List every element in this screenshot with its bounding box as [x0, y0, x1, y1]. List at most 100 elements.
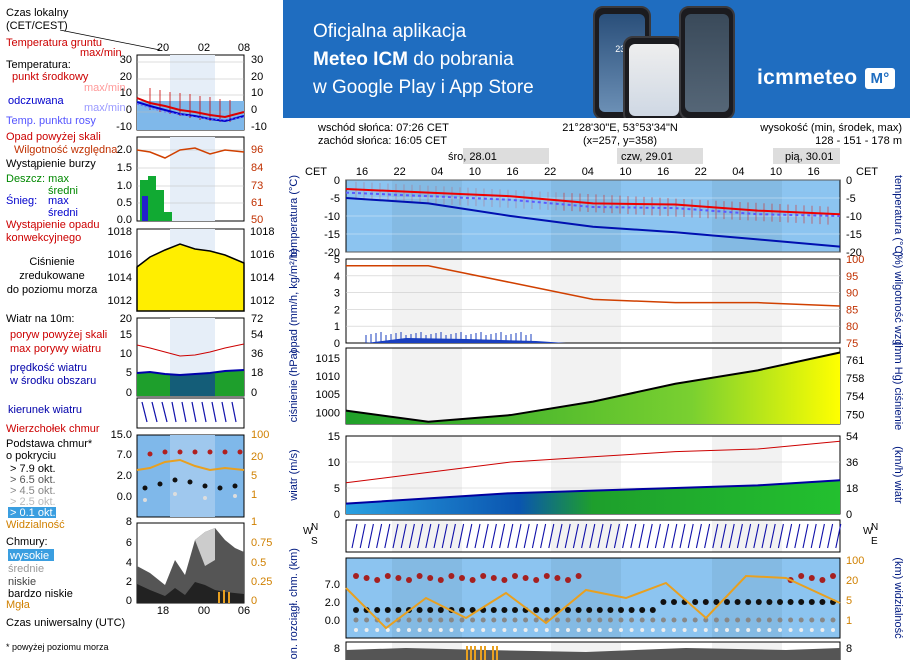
wind-direction-arrow — [679, 523, 686, 549]
wind-direction-label: kierunek wiatru — [8, 404, 82, 416]
wind-direction-arrow — [490, 523, 497, 549]
hour-tick: 16 — [657, 166, 669, 178]
wind-tick-left: 5 — [334, 483, 340, 495]
wind-tick-right: 0 — [846, 509, 852, 521]
pressure-tick-right: 761 — [846, 355, 864, 367]
pressure-label-1: Ciśnienie — [29, 256, 74, 268]
cloud-top-dot — [480, 573, 487, 579]
tick: 10 — [120, 348, 132, 360]
timezone-label-left: CET — [305, 166, 327, 178]
cloud-base-dot-light — [819, 617, 825, 623]
wind-label: Wiatr na 10m: — [6, 313, 74, 325]
wind-direction-arrow — [515, 523, 522, 549]
tick: 10 — [251, 87, 263, 99]
mini-snow-bar — [142, 196, 148, 221]
tick: 1016 — [108, 249, 132, 261]
hour-tick: 22 — [394, 166, 406, 178]
cloud-base-dot-light — [565, 617, 571, 623]
temp-tick-right: -10 — [846, 211, 862, 223]
humidity-tick-right: 100 — [846, 254, 864, 266]
wind-direction-arrow — [425, 523, 432, 549]
compass-n-left: N — [311, 522, 318, 533]
precip-tick-left: 2 — [334, 304, 340, 316]
tick: 30 — [251, 54, 263, 66]
convective-label: Wystąpienie opadu — [6, 219, 99, 231]
cloud-base-dot — [596, 607, 603, 613]
cloud-top-dot — [363, 575, 370, 581]
octa-label-5: > 0.1 okt. — [10, 507, 56, 519]
snow-mean-label: średni — [48, 207, 78, 219]
icmmeteo-logo: icmmeteo M° — [757, 66, 895, 90]
wind-speed-label: prędkość wiatru — [10, 362, 87, 374]
cloud-base-dot-light — [385, 617, 391, 623]
cloud-top-dot — [501, 577, 508, 583]
cloud-base-dot-light — [713, 617, 719, 623]
cloud-low-dot — [682, 628, 687, 632]
local-time-pointer — [59, 29, 161, 51]
cloud-top-dot — [830, 573, 836, 579]
cloud-base-dot — [586, 607, 593, 613]
tick: 18 — [251, 367, 263, 379]
cloud-low-dot — [767, 628, 772, 632]
precip-tick-left: 3 — [334, 288, 340, 300]
tick: 2.0 — [117, 470, 132, 482]
wind-direction-arrow — [654, 523, 661, 549]
fog-bar — [480, 646, 482, 660]
cloud-base-dot-light — [533, 617, 539, 623]
tick: -10 — [116, 121, 132, 133]
cloud-low-dot — [629, 628, 634, 632]
cloud-base-dot-light — [417, 617, 423, 623]
cloud-low-dot — [385, 628, 390, 632]
wind-direction-arrow — [581, 523, 588, 549]
cloud-low-dot — [703, 628, 708, 632]
wind-direction-arrow — [523, 523, 530, 549]
day-label: pią, 30.01 — [785, 151, 833, 163]
cloud-base-dot-light — [459, 617, 465, 623]
mini-temp-right-axis: 30 20 10 0 -10 — [251, 54, 267, 133]
tick: 1018 — [250, 226, 274, 238]
local-tick: 20 — [157, 42, 169, 54]
temp-dew-line — [345, 191, 841, 217]
humidity-tick-right: 80 — [846, 321, 858, 333]
cloud-cover-area — [346, 648, 840, 660]
cloud-top-dot — [490, 575, 497, 581]
tick: 0.5 — [251, 557, 266, 569]
cloud-base-dot-light — [491, 617, 497, 623]
cloud-base-dot-light — [660, 617, 666, 623]
humidity-tick-right: 90 — [846, 288, 858, 300]
cloud-cover-tick-left: 8 — [334, 643, 340, 655]
wind-direction-arrow — [802, 523, 809, 549]
mini-cloud-cover-low — [137, 528, 244, 603]
pressure-area — [346, 352, 840, 424]
mini-cloud-left-axis: 15.0 7.0 2.0 0.0 — [111, 429, 132, 503]
mini-precip-right-axis: 96 84 73 61 50 — [251, 144, 263, 226]
temp-feels-maxmin-label: max/min — [84, 102, 126, 114]
cloud-base-dot — [734, 599, 741, 605]
cloud-base-dot — [777, 599, 783, 605]
mini-cloud-cover-left-axis: 8 6 4 2 0 — [126, 516, 132, 607]
utc-label: Czas uniwersalny (UTC) — [6, 617, 125, 629]
app-promo-banner[interactable]: Oficjalna aplikacja Meteo ICM do pobrani… — [283, 0, 910, 118]
compass-s-left: S — [311, 536, 318, 547]
tick: 1014 — [250, 272, 274, 284]
cloud-base-dot-light — [353, 617, 359, 623]
elevation-values: 128 - 151 - 178 m — [815, 135, 902, 147]
cloud-base-dot-light — [427, 617, 433, 623]
utc-tick: 18 — [157, 605, 169, 617]
tick: 73 — [251, 180, 263, 192]
sunset-text: zachód słońca: 16:05 CET — [318, 135, 448, 147]
tick: 0.75 — [251, 537, 272, 549]
tick: 61 — [251, 197, 263, 209]
wind-speed-area — [346, 480, 840, 514]
wind-tick-left: 10 — [328, 457, 340, 469]
hour-tick: 10 — [469, 166, 481, 178]
hour-tick: 04 — [732, 166, 744, 178]
tick: 20 — [120, 71, 132, 83]
local-tick: 02 — [198, 42, 210, 54]
mini-pressure-right-axis: 1018 1016 1014 1012 — [250, 226, 274, 307]
wind-tick-right: 36 — [846, 457, 858, 469]
tick: 36 — [251, 348, 263, 360]
visibility-label: Widzialność — [6, 519, 65, 531]
